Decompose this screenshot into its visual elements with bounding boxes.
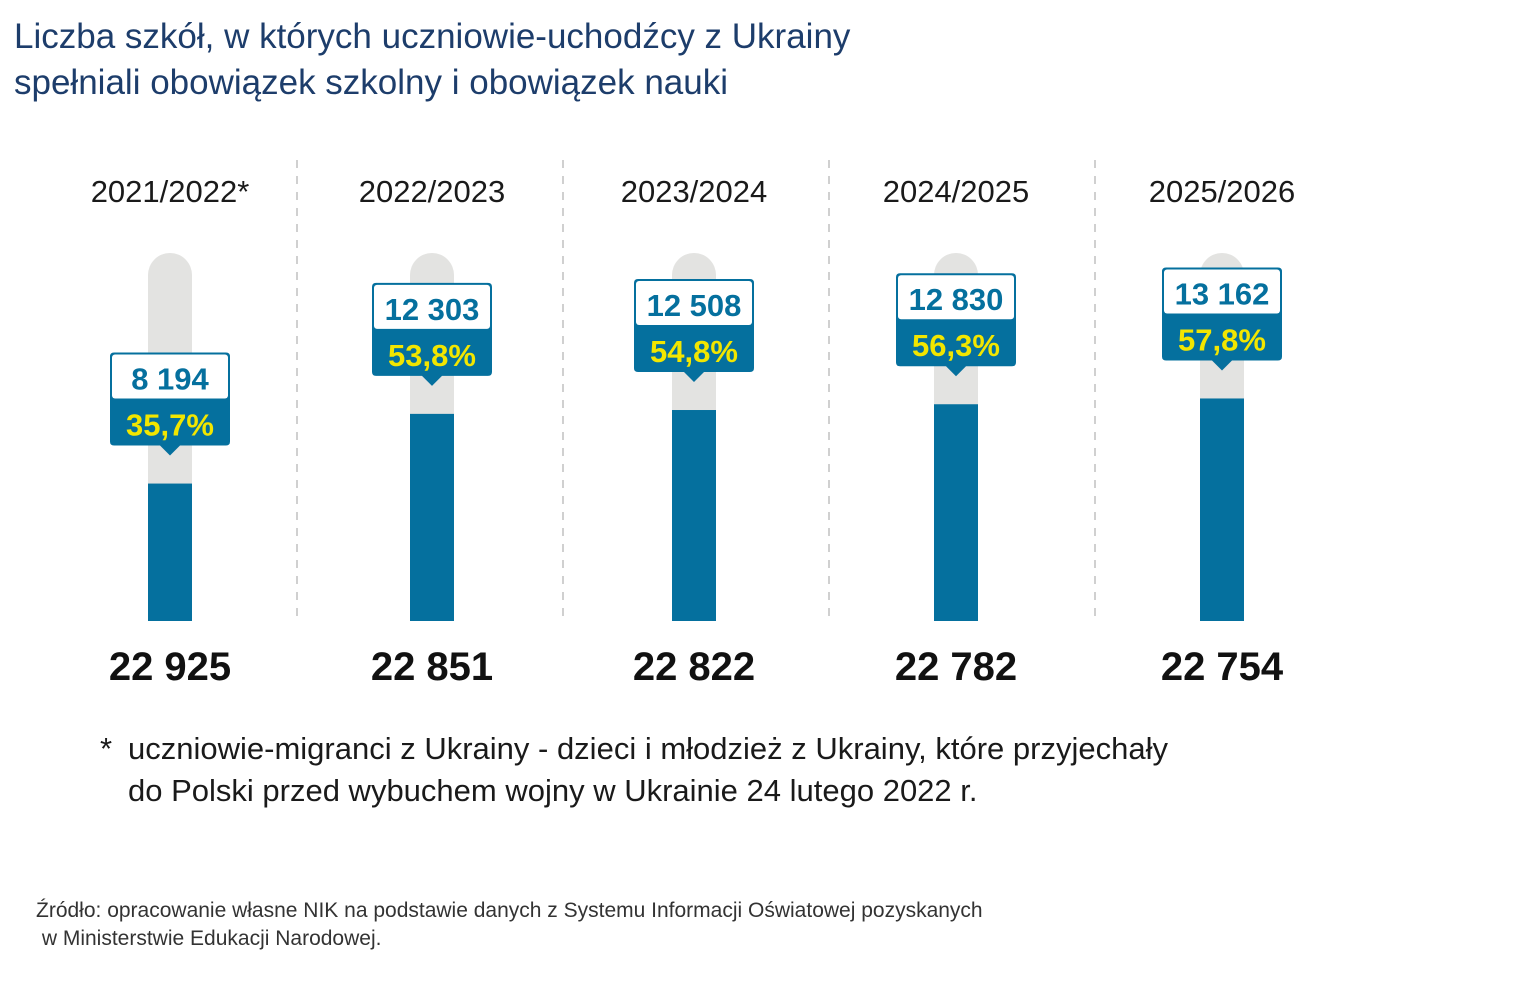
category-label: 2025/2026 [1149, 174, 1296, 209]
total-label: 22 925 [109, 645, 231, 689]
callout-upper [374, 284, 490, 329]
footnote-asterisk: * [100, 731, 113, 766]
callout-percent: 57,8% [1178, 322, 1266, 357]
footnote: * uczniowie-migranci z Ukrainy - dzieci … [100, 728, 1168, 812]
callout-value: 8 194 [131, 362, 209, 397]
category-label: 2021/2022* [91, 174, 250, 209]
callout-upper [1164, 269, 1280, 314]
category-label: 2023/2024 [621, 174, 768, 209]
bar-chart: 2021/2022* 8 194 35,7% 22 925 2022/2023 12 30… [91, 160, 1296, 689]
title-line-1: Liczba szkół, w których uczniowie-uchodź… [14, 17, 851, 56]
category-label: 2024/2025 [883, 174, 1030, 209]
footnote-line-1: uczniowie-migranci z Ukrainy - dzieci i … [128, 731, 1168, 766]
callout-value: 12 508 [647, 288, 742, 323]
bar [1200, 398, 1244, 621]
total-label: 22 851 [371, 645, 493, 689]
callout-percent: 53,8% [388, 338, 476, 373]
bar [934, 404, 978, 621]
callout-percent: 35,7% [126, 408, 214, 443]
callout-upper [898, 275, 1014, 320]
callout-value: 12 830 [909, 282, 1004, 317]
source-note: Źródło: opracowanie własne NIK na podsta… [36, 897, 983, 953]
title-line-2: spełniali obowiązek szkolny i obowiązek … [14, 63, 728, 102]
bar [672, 410, 716, 621]
total-label: 22 754 [1161, 645, 1284, 689]
callout-percent: 54,8% [650, 334, 738, 369]
footnote-line-2: do Polski przed wybuchem wojny w Ukraini… [128, 773, 978, 808]
bar [148, 483, 192, 621]
total-label: 22 782 [895, 645, 1017, 689]
callout-percent: 56,3% [912, 328, 1000, 363]
category-label: 2022/2023 [359, 174, 506, 209]
callout-upper [636, 281, 752, 326]
callout-value: 13 162 [1175, 276, 1270, 311]
total-label: 22 822 [633, 645, 755, 689]
callout-value: 12 303 [385, 292, 480, 327]
source-line-2: w Ministerstwie Edukacji Narodowej. [36, 927, 382, 950]
bar [410, 413, 454, 621]
chart-title: Liczba szkół, w których uczniowie-uchodź… [14, 14, 850, 106]
source-line-1: Źródło: opracowanie własne NIK na podsta… [36, 899, 983, 922]
callout-upper [112, 354, 228, 399]
